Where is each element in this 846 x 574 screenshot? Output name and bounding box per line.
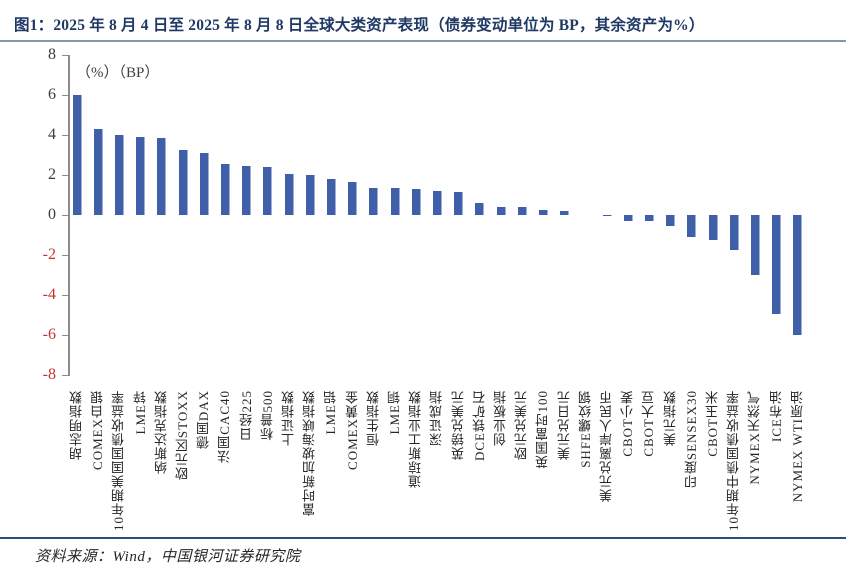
- y-tick-label: 0: [48, 206, 56, 223]
- y-tick-mark: [62, 134, 68, 136]
- y-tick-label: -6: [42, 326, 56, 343]
- x-axis-label: 英国富时100: [535, 390, 550, 469]
- x-axis-label: 德国DAX: [196, 390, 211, 450]
- x-axis-label: LME铝: [323, 390, 338, 435]
- x-axis-label: 纳斯达克指数: [154, 390, 169, 474]
- x-axis-label: CBOT大豆: [641, 390, 656, 457]
- y-tick-label: -8: [42, 366, 56, 383]
- bar: [730, 215, 739, 250]
- x-axis-label: 10年期中债国债收益率: [726, 390, 741, 531]
- y-tick-label: 2: [48, 166, 56, 183]
- x-axis-label: 上证指数: [281, 390, 296, 446]
- y-tick-mark: [62, 374, 68, 376]
- bar: [645, 215, 654, 221]
- x-axis-label: 富时新加坡海峡指数: [302, 390, 317, 516]
- figure-title: 图1：2025 年 8 月 4 日至 2025 年 8 月 8 日全球大类资产表…: [14, 17, 705, 34]
- x-axis-label: 美元兑离岸人民币: [599, 390, 614, 502]
- x-axis-label: SHFE螺纹钢: [578, 390, 593, 468]
- y-tick-mark: [62, 94, 68, 96]
- x-axis-label: ICE布油: [769, 390, 784, 442]
- y-tick-label: 8: [48, 46, 56, 63]
- x-axis-label: 欧元区STOXX: [175, 390, 190, 481]
- x-axis-label: DCE铁矿石: [472, 390, 487, 461]
- x-axis-label: 英镑兑美元: [451, 390, 466, 460]
- bar: [391, 188, 400, 215]
- x-axis-label: NYMEX天然气: [747, 390, 762, 485]
- bar: [242, 166, 251, 215]
- bar: [793, 215, 802, 335]
- y-tick-mark: [62, 334, 68, 336]
- bar: [497, 207, 506, 215]
- bar: [539, 210, 548, 215]
- y-tick-mark: [62, 174, 68, 176]
- x-axis-label: 法国CAC40: [217, 390, 232, 463]
- bar: [666, 215, 675, 226]
- bar: [221, 164, 230, 215]
- footer-rule: [0, 537, 846, 539]
- x-axis-label: 胡志明指数: [69, 390, 84, 460]
- bar: [73, 95, 82, 215]
- y-tick-label: 4: [48, 126, 56, 143]
- bar: [475, 203, 484, 215]
- y-tick-label: 6: [48, 86, 56, 103]
- bar: [709, 215, 718, 240]
- y-tick-mark: [62, 254, 68, 256]
- bar: [263, 167, 272, 215]
- x-axis-label: LME铜: [387, 390, 402, 435]
- source-note: 资料来源：Wind，中国银河证券研究院: [35, 549, 301, 565]
- bar: [327, 179, 336, 215]
- bar: [603, 215, 612, 216]
- y-tick-mark: [62, 54, 68, 56]
- x-axis-label: COMEX白银: [90, 390, 105, 470]
- x-axis-label: 标普500: [260, 390, 275, 441]
- bar: [518, 207, 527, 215]
- bar: [306, 175, 315, 215]
- bar: [772, 215, 781, 314]
- bar: [285, 174, 294, 215]
- x-axis-label: 恒生指数: [366, 390, 381, 446]
- bar: [136, 137, 145, 215]
- bar: [200, 153, 209, 215]
- bar: [94, 129, 103, 215]
- x-axis-label: 10年期美国国债收益率: [111, 390, 126, 531]
- x-axis-label: 印度SENSEX30: [684, 390, 699, 489]
- bar: [751, 215, 760, 275]
- bar: [560, 211, 569, 215]
- x-axis-label: COMEX黄金: [345, 390, 360, 470]
- y-tick-label: -4: [42, 286, 56, 303]
- x-axis-label: CBOT玉米: [705, 390, 720, 457]
- x-axis-label: 创业板指: [493, 390, 508, 446]
- x-axis-label: 深证成指: [429, 390, 444, 446]
- x-axis-label: 美元兑日元: [557, 390, 572, 460]
- bar: [687, 215, 696, 237]
- x-axis-label: CBOT小麦: [620, 390, 635, 457]
- y-axis-line: [68, 55, 70, 376]
- bar: [157, 138, 166, 215]
- x-axis-label: 日经225: [239, 390, 254, 441]
- x-axis-label: 欧元兑美元: [514, 390, 529, 460]
- x-axis-label: NYMEX WTI原油: [790, 390, 805, 503]
- y-tick-label: -2: [42, 246, 56, 263]
- bar: [115, 135, 124, 215]
- bar: [348, 182, 357, 215]
- bar: [624, 215, 633, 221]
- title-rule: [0, 40, 846, 42]
- y-tick-mark: [62, 214, 68, 216]
- bar: [412, 189, 421, 215]
- bar: [179, 150, 188, 215]
- x-axis-label: 美元指数: [663, 390, 678, 446]
- axis-units-note: （%）（BP）: [76, 65, 160, 81]
- x-axis-label: 道琼斯工业指数: [408, 390, 423, 488]
- x-axis-label: LME锌: [133, 390, 148, 435]
- bar: [454, 192, 463, 215]
- bar: [433, 191, 442, 215]
- y-tick-mark: [62, 294, 68, 296]
- bar: [369, 188, 378, 215]
